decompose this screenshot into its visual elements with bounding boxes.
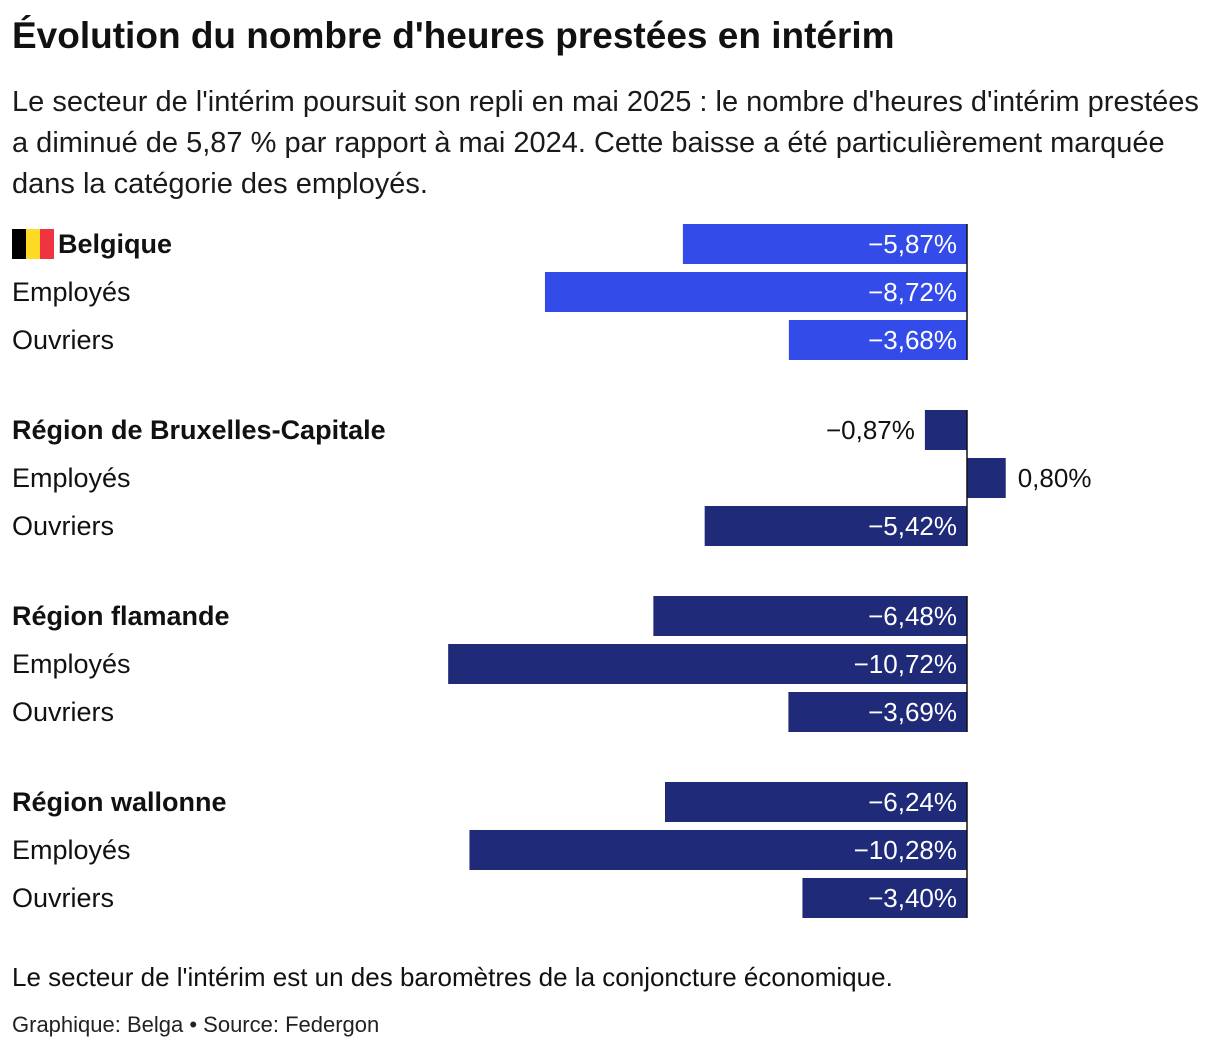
bar [802, 878, 967, 918]
data-label: 0,80% [1018, 463, 1092, 493]
data-label: −3,68% [868, 325, 957, 355]
bar [448, 644, 968, 684]
group-label: Belgique [58, 229, 172, 259]
bar [469, 830, 967, 870]
data-label: −8,72% [868, 277, 957, 307]
data-label: −6,24% [868, 787, 957, 817]
row-label: Employés [12, 277, 131, 307]
row-label: Employés [12, 649, 131, 679]
data-label: −5,42% [868, 511, 957, 541]
belgium-flag-icon [12, 229, 26, 259]
bar [682, 224, 967, 264]
bar [653, 596, 967, 636]
data-label: −3,69% [868, 697, 957, 727]
data-label: −10,28% [854, 835, 957, 865]
bar [924, 410, 967, 450]
chart-credits: Graphique: Belga • Source: Federgon [12, 1012, 380, 1037]
row-label: Ouvriers [12, 883, 114, 913]
row-label: Ouvriers [12, 325, 114, 355]
data-label: −0,87% [826, 415, 915, 445]
bar [788, 692, 967, 732]
row-label: Employés [12, 463, 131, 493]
bar [544, 272, 967, 312]
row-label: Employés [12, 835, 131, 865]
bar [704, 506, 967, 546]
chart-note: Le secteur de l'intérim est un des barom… [12, 962, 893, 992]
bar [664, 782, 967, 822]
bar [967, 458, 1006, 498]
bar-chart: Belgique −5,87% Employés −8,72% Ouvriers −3,6… [12, 224, 1092, 918]
bar [788, 320, 967, 360]
data-label: −5,87% [868, 229, 957, 259]
belgium-flag-icon [40, 229, 54, 259]
data-label: −3,40% [868, 883, 957, 913]
chart-title: Évolution du nombre d'heures prestées en… [12, 15, 895, 56]
group-label: Région de Bruxelles-Capitale [12, 415, 386, 445]
chart-subtitle: Le secteur de l'intérim poursuit son rep… [12, 86, 1199, 200]
row-label: Ouvriers [12, 697, 114, 727]
data-label: −10,72% [854, 649, 957, 679]
row-label: Ouvriers [12, 511, 114, 541]
group-label: Région wallonne [12, 787, 227, 817]
data-label: −6,48% [868, 601, 957, 631]
belgium-flag-icon [26, 229, 40, 259]
group-label: Région flamande [12, 601, 230, 631]
